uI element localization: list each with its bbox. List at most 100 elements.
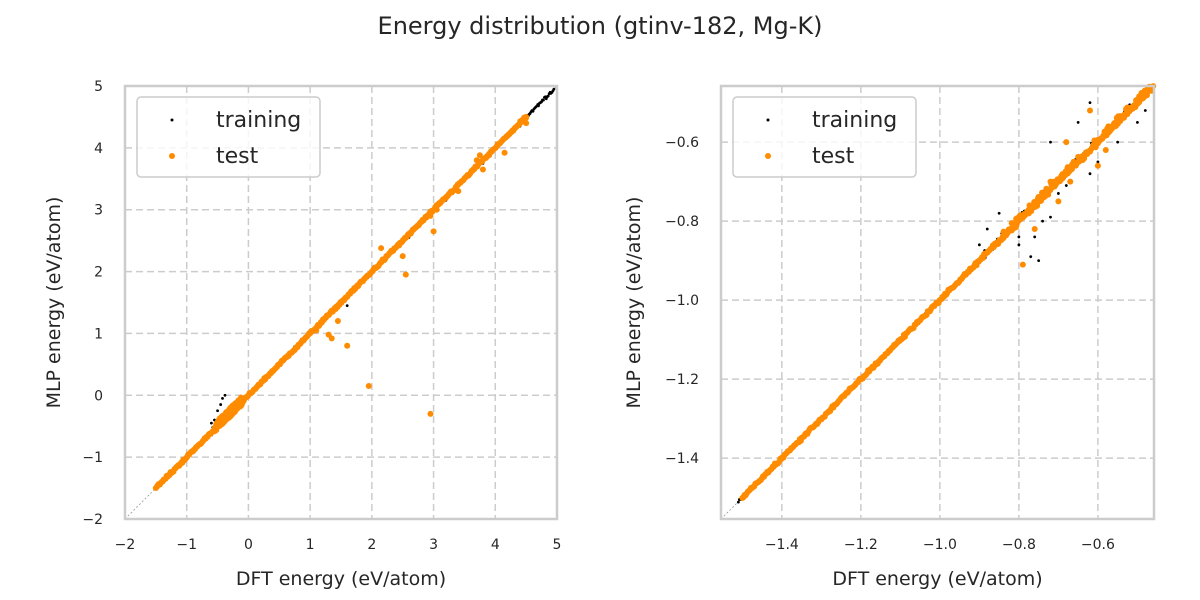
series-test bbox=[152, 113, 530, 492]
data-point-test bbox=[365, 383, 372, 390]
legend-label-test: test bbox=[216, 144, 259, 169]
data-point-test bbox=[427, 410, 434, 417]
y-tick-label: −1.0 bbox=[665, 293, 699, 309]
data-point-test bbox=[1005, 226, 1012, 233]
data-point-training bbox=[1088, 172, 1092, 176]
data-point-test bbox=[1059, 171, 1066, 178]
data-point-training bbox=[1136, 120, 1139, 124]
x-tick-label: 2 bbox=[367, 537, 376, 553]
data-point-training bbox=[1096, 160, 1100, 164]
data-point-test bbox=[1064, 165, 1071, 172]
data-point-training bbox=[219, 403, 223, 406]
data-point-training bbox=[1029, 255, 1033, 259]
data-point-test bbox=[473, 157, 480, 164]
data-point-training bbox=[1143, 109, 1147, 112]
legend-box bbox=[136, 96, 321, 178]
data-point-training bbox=[997, 211, 1001, 215]
data-point-test bbox=[1070, 158, 1077, 165]
data-point-training bbox=[531, 109, 535, 113]
data-point-training bbox=[544, 97, 548, 101]
series-test bbox=[739, 83, 1157, 501]
data-point-test bbox=[334, 318, 341, 325]
legend-marker-test bbox=[765, 153, 771, 159]
data-point-test bbox=[1102, 147, 1109, 154]
data-point-test bbox=[1001, 232, 1008, 239]
data-point-test bbox=[1031, 226, 1038, 233]
data-point-test bbox=[427, 212, 434, 219]
y-tick-label: 3 bbox=[94, 203, 103, 219]
legend-label-test: test bbox=[812, 144, 855, 169]
data-point-test bbox=[1086, 148, 1093, 155]
data-point-training bbox=[216, 409, 219, 413]
x-tick-label: 0 bbox=[244, 537, 253, 553]
data-point-test bbox=[1091, 137, 1098, 144]
figure-title: Energy distribution (gtinv-182, Mg-K) bbox=[378, 12, 823, 40]
x-tick-label: 5 bbox=[553, 537, 562, 553]
data-point-training bbox=[1056, 192, 1060, 195]
data-point-test bbox=[1019, 261, 1026, 268]
data-point-training bbox=[223, 393, 227, 397]
data-point-test bbox=[341, 296, 348, 303]
y-tick-label: −1 bbox=[82, 450, 103, 466]
data-point-test bbox=[1086, 107, 1093, 114]
y-axis-label: MLP energy (eV/atom) bbox=[43, 197, 65, 409]
data-point-test bbox=[1016, 213, 1023, 220]
data-point-test bbox=[300, 336, 307, 343]
data-point-training bbox=[1076, 120, 1080, 124]
data-point-training bbox=[977, 243, 981, 247]
data-point-test bbox=[1092, 144, 1099, 151]
data-point-test bbox=[1043, 185, 1050, 192]
legend-marker-training bbox=[766, 118, 770, 122]
x-tick-label: 3 bbox=[429, 537, 438, 553]
data-point-training bbox=[1041, 219, 1044, 223]
data-point-test bbox=[501, 149, 508, 156]
data-point-test bbox=[1139, 95, 1146, 102]
y-tick-label: −1.4 bbox=[665, 451, 699, 467]
data-point-test bbox=[476, 152, 483, 159]
data-point-test bbox=[1020, 212, 1027, 219]
data-point-test bbox=[1126, 108, 1133, 115]
y-tick-label: 1 bbox=[94, 326, 103, 342]
data-point-training bbox=[542, 98, 545, 102]
data-point-test bbox=[455, 188, 462, 195]
data-point-training bbox=[210, 421, 213, 425]
legend: training test bbox=[136, 96, 321, 178]
data-point-test bbox=[1013, 222, 1020, 229]
data-point-test bbox=[1026, 202, 1033, 209]
y-tick-label: −2 bbox=[82, 512, 103, 528]
data-point-test bbox=[402, 271, 409, 278]
x-tick-label: −2 bbox=[115, 537, 136, 553]
data-point-training bbox=[221, 396, 224, 400]
data-point-training bbox=[1033, 235, 1037, 239]
data-point-training bbox=[537, 104, 540, 108]
data-point-training bbox=[1049, 140, 1052, 144]
data-point-training bbox=[552, 87, 556, 91]
data-point-test bbox=[486, 152, 493, 159]
legend-label-training: training bbox=[216, 108, 301, 133]
axes-frame bbox=[123, 84, 559, 521]
x-tick-label: −0.8 bbox=[1002, 537, 1036, 553]
y-tick-label: −0.6 bbox=[665, 135, 699, 151]
data-point-test bbox=[479, 166, 486, 173]
y-tick-label: 0 bbox=[94, 388, 103, 404]
x-axis-label: DFT energy (eV/atom) bbox=[832, 568, 1042, 590]
legend-marker-test bbox=[169, 153, 175, 159]
data-point-test bbox=[313, 327, 320, 334]
data-point-test bbox=[1067, 178, 1074, 185]
data-point-training bbox=[546, 94, 550, 98]
y-tick-label: −0.8 bbox=[665, 214, 699, 230]
data-point-training bbox=[1088, 101, 1092, 104]
data-point-test bbox=[430, 228, 437, 235]
data-point-training bbox=[736, 500, 740, 504]
axes-frame bbox=[719, 84, 1156, 521]
data-point-test bbox=[1114, 119, 1121, 126]
right-panel: −1.4 −1.2 −1.0 −0.8 −0.6 −1.4 −1.2 −1.0 −0.8 −0.6… bbox=[623, 83, 1157, 590]
data-point-training bbox=[1064, 184, 1068, 187]
x-axis-label: DFT energy (eV/atom) bbox=[236, 568, 446, 590]
data-point-test bbox=[523, 113, 530, 120]
data-point-test bbox=[1047, 178, 1054, 185]
left-panel: −2 −1 0 1 2 3 4 5 −2 −1 0 1 2 3 4 5 DFT energy (eV/atom)… bbox=[43, 79, 561, 590]
data-point-test bbox=[217, 421, 224, 428]
x-tick-label: 1 bbox=[306, 537, 315, 553]
data-point-test bbox=[1042, 192, 1049, 199]
